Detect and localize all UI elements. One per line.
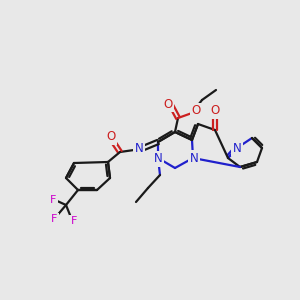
Text: F: F [71, 216, 77, 226]
Text: N: N [232, 142, 242, 154]
Text: F: F [50, 195, 56, 205]
Text: O: O [210, 104, 220, 118]
Text: N: N [154, 152, 162, 166]
Text: O: O [191, 104, 201, 118]
Text: F: F [51, 214, 57, 224]
Text: N: N [135, 142, 143, 155]
Text: O: O [106, 130, 116, 143]
Text: N: N [190, 152, 198, 164]
Text: O: O [164, 98, 172, 110]
